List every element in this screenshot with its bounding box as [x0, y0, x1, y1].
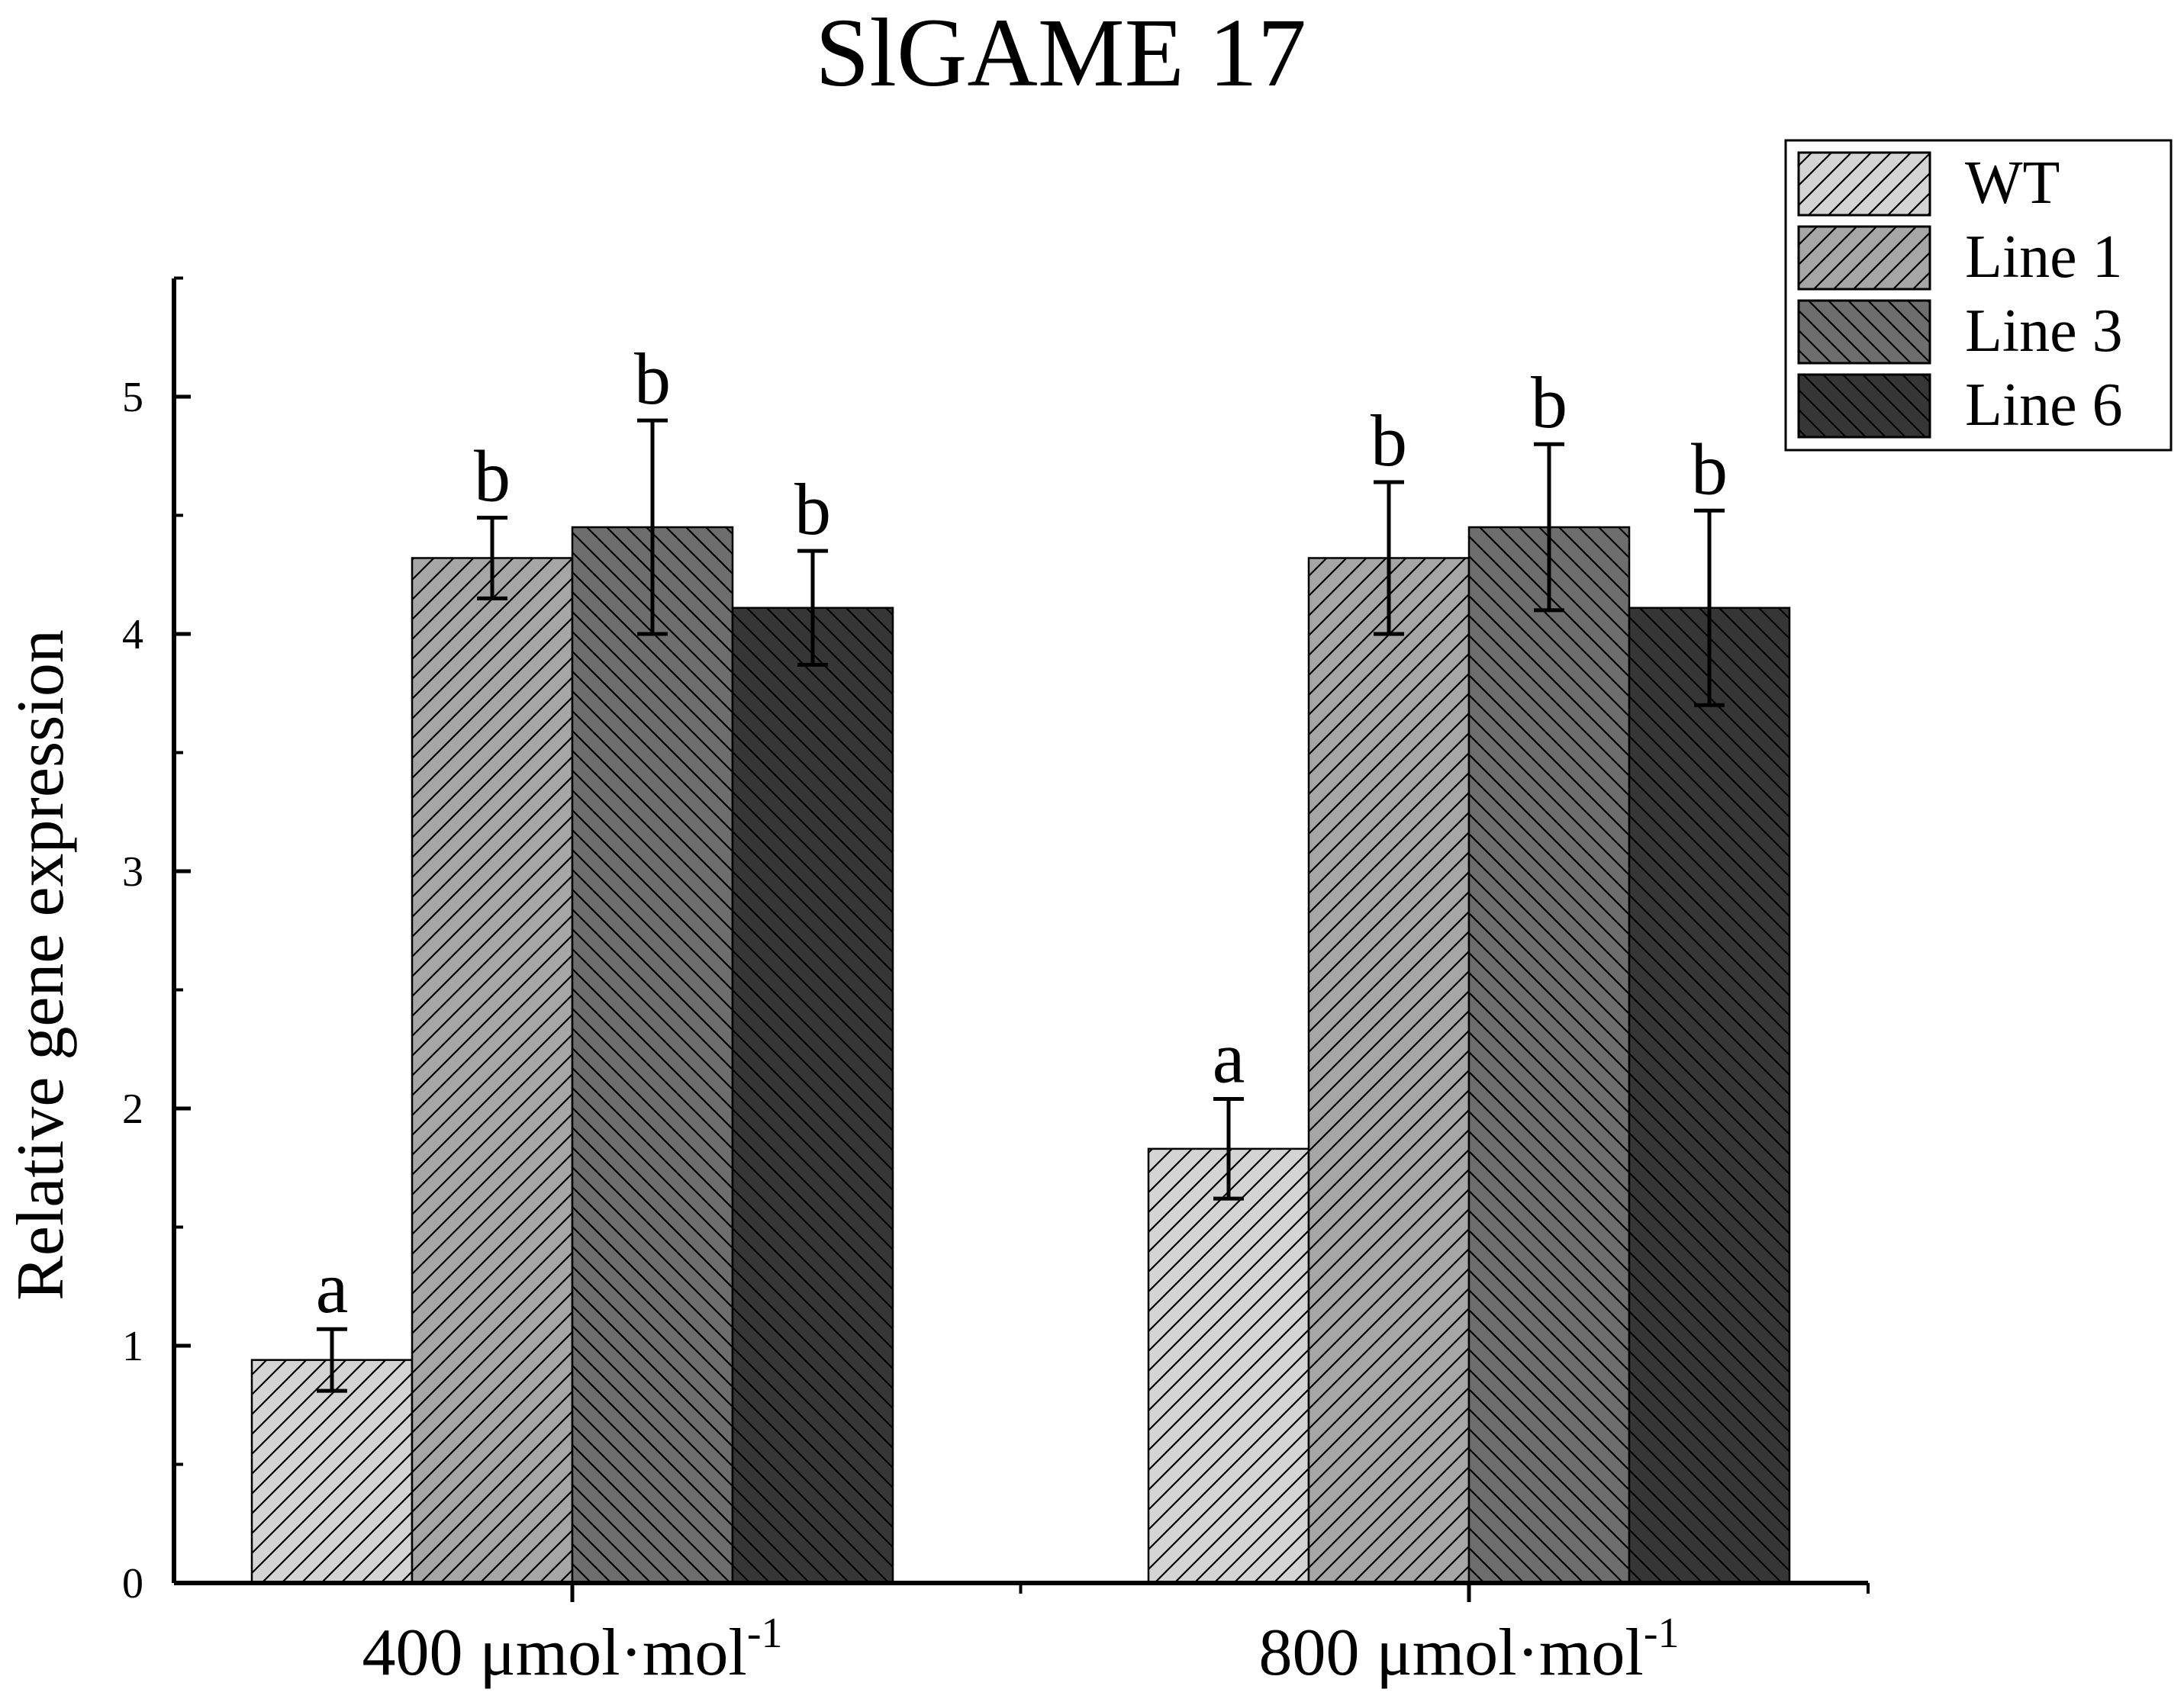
- bar: [1147, 1147, 1310, 1585]
- y-tick-label: 3: [122, 848, 143, 896]
- x-axis-categories: 400 μmol·mol-1 800 μmol·mol-1: [362, 1610, 1680, 1690]
- significance-letter: b: [634, 338, 671, 420]
- x-category-label-800: 800 μmol·mol-1: [1259, 1610, 1680, 1690]
- chart-title: SlGAME 17: [815, 0, 1306, 107]
- legend-swatch: [1797, 299, 1931, 365]
- bar: [1307, 557, 1470, 1585]
- bar: [250, 1359, 414, 1585]
- y-tick-label: 5: [122, 374, 143, 421]
- x-category-label-800-main: 800 μmol·mol: [1259, 1616, 1644, 1690]
- significance-letter: b: [794, 468, 831, 550]
- y-tick-label: 1: [122, 1323, 143, 1370]
- legend-label: Line 3: [1965, 298, 2123, 365]
- x-category-label-400-sup: -1: [747, 1610, 783, 1657]
- legend-swatch: [1797, 225, 1931, 291]
- legend-swatch: [1797, 151, 1931, 217]
- significance-letter: b: [1691, 428, 1728, 510]
- significance-letter: a: [1213, 1017, 1245, 1099]
- plot-area: 0 1 2 3 4 5 a a b b b b b b: [122, 276, 1870, 1607]
- y-tick-label: 4: [122, 611, 143, 658]
- x-category-label-800-sup: -1: [1644, 1610, 1680, 1657]
- legend-items: WT Line 1 Line 3 Line 6: [1797, 150, 2123, 439]
- legend-swatch: [1797, 373, 1931, 439]
- significance-letter: b: [1531, 362, 1567, 443]
- bar: [731, 606, 894, 1585]
- legend: WT Line 1 Line 3 Line 6: [1784, 139, 2173, 452]
- bar: [1628, 606, 1791, 1585]
- significance-letter: a: [316, 1247, 349, 1328]
- significance-letter: b: [1371, 400, 1407, 481]
- legend-label: Line 1: [1965, 224, 2123, 291]
- x-category-label-400-main: 400 μmol·mol: [362, 1616, 747, 1690]
- legend-label: WT: [1965, 150, 2060, 217]
- bar: [1467, 526, 1631, 1585]
- x-category-label-400: 400 μmol·mol-1: [362, 1610, 783, 1690]
- significance-letter: b: [474, 436, 511, 517]
- bar: [571, 526, 734, 1585]
- y-tick-label: 2: [122, 1086, 143, 1133]
- y-tick-label: 0: [122, 1560, 143, 1607]
- y-axis-label: Relative gene expression: [4, 629, 78, 1301]
- bar: [411, 557, 574, 1585]
- legend-label: Line 6: [1965, 372, 2123, 439]
